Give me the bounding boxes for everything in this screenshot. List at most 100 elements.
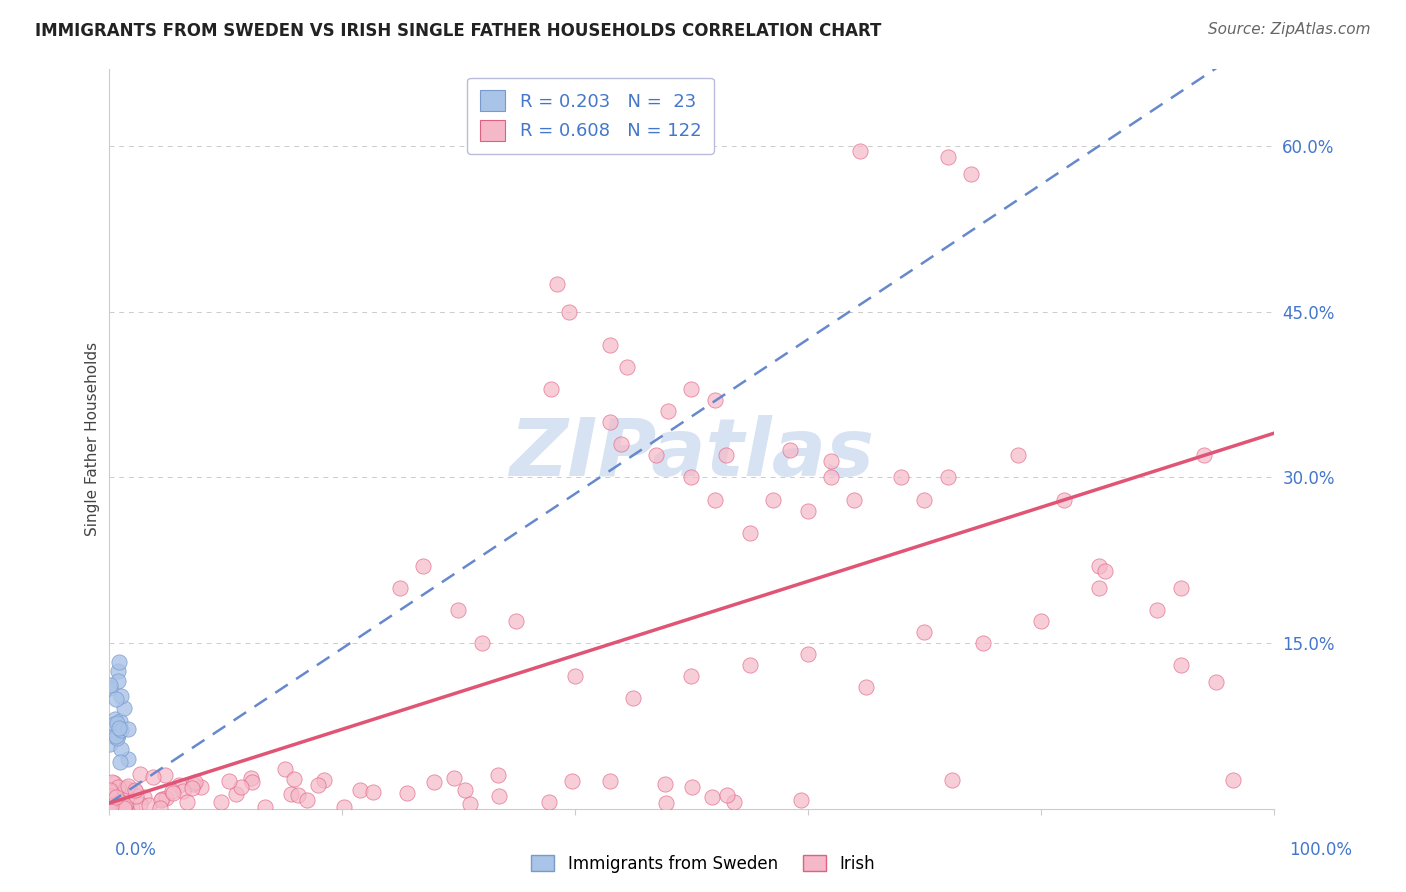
Point <box>114 780 136 795</box>
Point <box>738 658 761 673</box>
Point <box>104 789 127 804</box>
Point <box>181 780 204 795</box>
Point <box>162 784 184 798</box>
Point <box>142 770 165 784</box>
Point <box>453 783 475 797</box>
Point <box>112 800 135 814</box>
Point <box>395 786 418 800</box>
Point <box>295 793 318 807</box>
Point <box>1053 492 1076 507</box>
Point <box>110 714 132 728</box>
Y-axis label: Single Father Households: Single Father Households <box>86 342 100 536</box>
Point <box>101 775 124 789</box>
Point <box>488 789 510 803</box>
Point <box>162 786 184 800</box>
Point <box>681 382 703 396</box>
Point <box>103 730 125 744</box>
Point <box>912 492 935 507</box>
Point <box>273 762 295 776</box>
Point <box>103 792 125 806</box>
Point <box>253 799 276 814</box>
Point <box>470 636 492 650</box>
Point <box>107 655 129 669</box>
Point <box>361 785 384 799</box>
Text: 100.0%: 100.0% <box>1289 840 1353 858</box>
Point <box>98 681 121 695</box>
Point <box>138 798 160 813</box>
Point <box>1029 614 1052 628</box>
Point <box>797 647 820 661</box>
Point <box>108 721 131 735</box>
Point <box>169 778 191 792</box>
Point <box>108 755 131 769</box>
Point <box>703 492 725 507</box>
Point <box>1170 581 1192 595</box>
Point <box>100 798 122 813</box>
Legend: Immigrants from Sweden, Irish: Immigrants from Sweden, Irish <box>524 848 882 880</box>
Point <box>762 492 785 507</box>
Point <box>105 729 128 743</box>
Point <box>332 800 354 814</box>
Point <box>103 776 125 790</box>
Point <box>225 787 247 801</box>
Point <box>97 796 120 810</box>
Point <box>912 625 935 640</box>
Point <box>129 767 152 781</box>
Point <box>703 393 725 408</box>
Point <box>97 787 120 801</box>
Point <box>312 773 335 788</box>
Legend: R = 0.203   N =  23, R = 0.608   N = 122: R = 0.203 N = 23, R = 0.608 N = 122 <box>467 78 714 153</box>
Point <box>458 797 481 812</box>
Point <box>936 150 959 164</box>
Point <box>1205 674 1227 689</box>
Point <box>104 712 127 726</box>
Point <box>716 788 738 802</box>
Point <box>98 677 121 691</box>
Point <box>176 795 198 809</box>
Point <box>790 793 813 807</box>
Point <box>599 338 621 352</box>
Point <box>172 784 194 798</box>
Point <box>104 692 127 706</box>
Point <box>558 304 581 318</box>
Point <box>723 795 745 809</box>
Point <box>239 771 262 785</box>
Point <box>1146 603 1168 617</box>
Point <box>855 681 877 695</box>
Point <box>681 470 703 484</box>
Point <box>797 503 820 517</box>
Point <box>849 145 872 159</box>
Point <box>240 775 263 789</box>
Point <box>820 454 842 468</box>
Point <box>114 797 136 812</box>
Point <box>110 689 132 703</box>
Point <box>107 729 129 743</box>
Point <box>97 789 120 804</box>
Point <box>98 782 121 797</box>
Point <box>1192 448 1215 462</box>
Point <box>537 795 560 809</box>
Point <box>716 448 738 462</box>
Point <box>1222 772 1244 787</box>
Point <box>209 795 232 809</box>
Point <box>124 783 146 797</box>
Point <box>546 277 568 291</box>
Point <box>107 783 129 797</box>
Text: IMMIGRANTS FROM SWEDEN VS IRISH SINGLE FATHER HOUSEHOLDS CORRELATION CHART: IMMIGRANTS FROM SWEDEN VS IRISH SINGLE F… <box>35 22 882 40</box>
Point <box>218 774 240 789</box>
Point <box>844 492 866 507</box>
Point <box>128 797 150 811</box>
Point <box>150 793 173 807</box>
Point <box>98 784 121 798</box>
Point <box>100 790 122 805</box>
Point <box>98 737 121 751</box>
Point <box>115 796 138 810</box>
Point <box>447 603 470 617</box>
Point <box>1088 558 1111 573</box>
Point <box>110 723 132 737</box>
Point <box>103 717 125 731</box>
Point <box>1088 581 1111 595</box>
Point <box>121 801 143 815</box>
Point <box>779 442 801 457</box>
Point <box>125 789 148 804</box>
